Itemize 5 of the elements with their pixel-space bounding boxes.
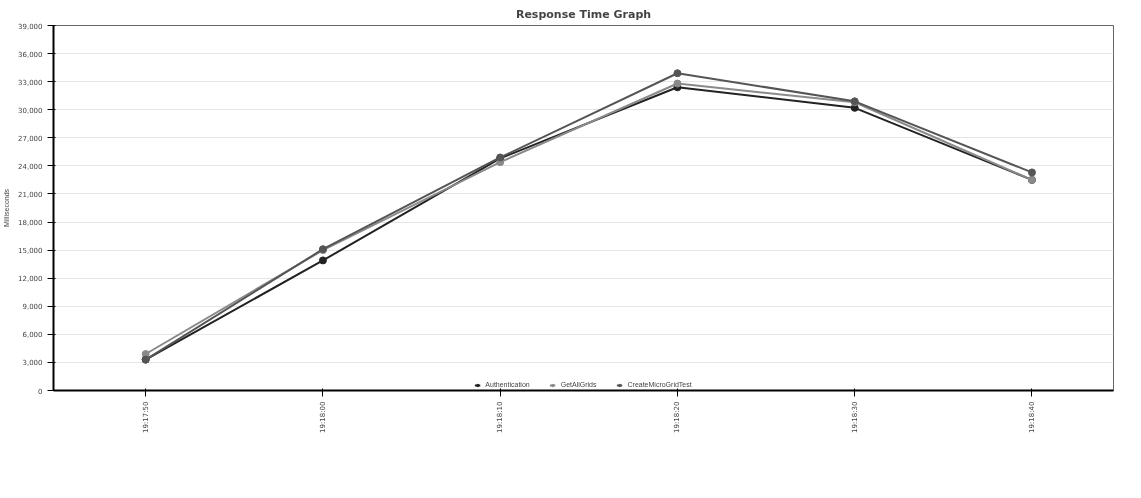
point — [1027, 168, 1036, 177]
point — [673, 79, 682, 88]
point — [318, 256, 327, 265]
point — [673, 69, 682, 78]
chart-title: Response Time Graph — [515, 7, 652, 21]
